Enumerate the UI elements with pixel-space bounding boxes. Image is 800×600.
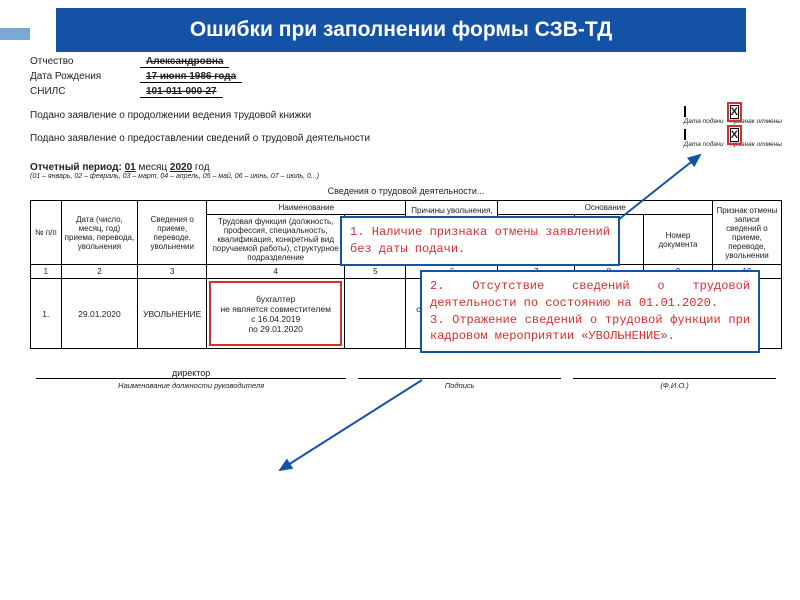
arrow-2: [280, 380, 422, 470]
th-event: Сведения о приеме, переводе, увольнении: [138, 201, 207, 265]
callout-2-text: 2. Отсутствие сведений о трудовой деятел…: [430, 279, 750, 343]
dob-label: Дата Рождения: [30, 71, 140, 82]
side-accent: [0, 28, 30, 40]
sign-fio-col: (Ф.И.О.): [567, 365, 782, 390]
coln-5: 5: [345, 265, 406, 279]
period-label: Отчетный период:: [30, 162, 122, 173]
stmt2-boxes: Дата подачи X Признак отмены: [684, 129, 782, 148]
sign-sign-line: [358, 365, 561, 379]
period-block: Отчетный период: 01 месяц 2020 год (01 –…: [30, 162, 782, 180]
sign-sign-col: Подпись: [352, 365, 567, 390]
stmt1-flag-cap: Признак отмены: [730, 118, 782, 125]
stmt1-text: Подано заявление о продолжении ведения т…: [30, 110, 311, 121]
patronymic-value: Александровна: [140, 56, 229, 68]
th-func: Трудовая функция (должность, профессия, …: [207, 215, 345, 265]
coln-4: 4: [207, 265, 345, 279]
stmt2-date-box: [684, 129, 686, 140]
callout-1: 1. Наличие признака отмены заявлений без…: [340, 216, 620, 266]
sign-fio-line: [573, 365, 776, 379]
callout-2: 2. Отсутствие сведений о трудовой деятел…: [420, 270, 760, 353]
section-title: Сведения о трудовой деятельности...: [30, 186, 782, 196]
th-doc-num: Номер документа: [643, 215, 712, 265]
field-patronymic: Отчество Александровна: [30, 56, 782, 68]
patronymic-label: Отчество: [30, 56, 140, 67]
sign-sign-cap: Подпись: [352, 381, 567, 390]
snils-label: СНИЛС: [30, 86, 140, 97]
period-year-suf: год: [195, 162, 210, 173]
cell-func-text: бухгалтер не является совместителем с 16…: [220, 294, 330, 334]
cell-event: УВОЛЬНЕНИЕ: [138, 279, 207, 349]
stmt2-date-cap: Дата подачи: [684, 141, 724, 148]
period-note: (01 – январь, 02 – февраль, 03 – март, 0…: [30, 173, 782, 180]
cell-num: 1.: [31, 279, 62, 349]
statements: Подано заявление о продолжении ведения т…: [30, 106, 782, 148]
field-snils: СНИЛС 101-011-000-27: [30, 86, 782, 98]
coln-2: 2: [61, 265, 138, 279]
period-month-suf: месяц: [139, 162, 168, 173]
stmt1-flag-box: X: [730, 105, 739, 119]
cell-date: 29.01.2020: [61, 279, 138, 349]
dob-value: 17 июня 1986 года: [140, 71, 242, 83]
stmt-row-2: Подано заявление о предоставлении сведен…: [30, 129, 782, 148]
th-name-group: Наименование: [207, 201, 406, 215]
stmt1-boxes: Дата подачи X Признак отмены: [684, 106, 782, 125]
stmt2-flag-cap: Признак отмены: [730, 141, 782, 148]
th-date: Дата (число, месяц, год) приема, перевод…: [61, 201, 138, 265]
header-row-1: № п/п Дата (число, месяц, год) приема, п…: [31, 201, 782, 215]
cell-func: бухгалтер не является совместителем с 16…: [207, 279, 345, 349]
th-doc-group: Основание: [498, 201, 713, 215]
stmt1-date-box: [684, 106, 686, 117]
signature-row: директор Наименование должности руководи…: [30, 365, 782, 390]
th-num: № п/п: [31, 201, 62, 265]
slide-title: Ошибки при заполнении формы СЗВ-ТД: [56, 8, 746, 52]
stmt2-flag-box: X: [730, 128, 739, 142]
stmt-row-1: Подано заявление о продолжении ведения т…: [30, 106, 782, 125]
sign-role-line: директор: [36, 365, 346, 379]
coln-3: 3: [138, 265, 207, 279]
th-cancel: Признак отмены записи сведений о приеме,…: [712, 201, 781, 265]
stmt2-text: Подано заявление о предоставлении сведен…: [30, 133, 370, 144]
period-year: 2020: [170, 162, 192, 173]
callout-1-text: 1. Наличие признака отмены заявлений без…: [350, 225, 610, 256]
stmt1-date-cap: Дата подачи: [684, 118, 724, 125]
sign-fio-cap: (Ф.И.О.): [567, 381, 782, 390]
coln-1: 1: [31, 265, 62, 279]
cell-code: [345, 279, 406, 349]
period-month: 01: [125, 162, 136, 173]
sign-role: директор: [172, 368, 210, 378]
snils-value: 101-011-000-27: [140, 86, 223, 98]
field-dob: Дата Рождения 17 июня 1986 года: [30, 71, 782, 83]
sign-role-cap: Наименование должности руководителя: [30, 381, 352, 390]
sign-role-col: директор Наименование должности руководи…: [30, 365, 352, 390]
